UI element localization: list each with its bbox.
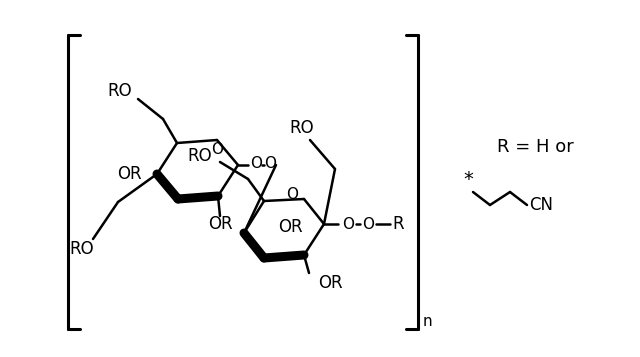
Text: O: O [211,141,223,156]
Text: OR: OR [208,215,232,233]
Text: R: R [392,215,404,233]
Text: n: n [423,313,433,328]
Text: RO: RO [188,147,212,165]
Text: R = H or: R = H or [497,138,573,156]
Text: CN: CN [529,196,553,214]
Text: O: O [286,186,298,201]
Text: RO: RO [290,119,314,137]
Text: OR: OR [318,274,342,292]
Text: O: O [362,216,374,231]
Text: O: O [342,216,354,231]
Text: OR: OR [278,218,302,236]
Text: OR: OR [116,165,141,183]
Text: O: O [250,156,262,171]
Text: RO: RO [108,82,132,100]
Text: *: * [463,170,473,188]
Text: O: O [264,156,276,171]
Text: RO: RO [70,240,94,258]
